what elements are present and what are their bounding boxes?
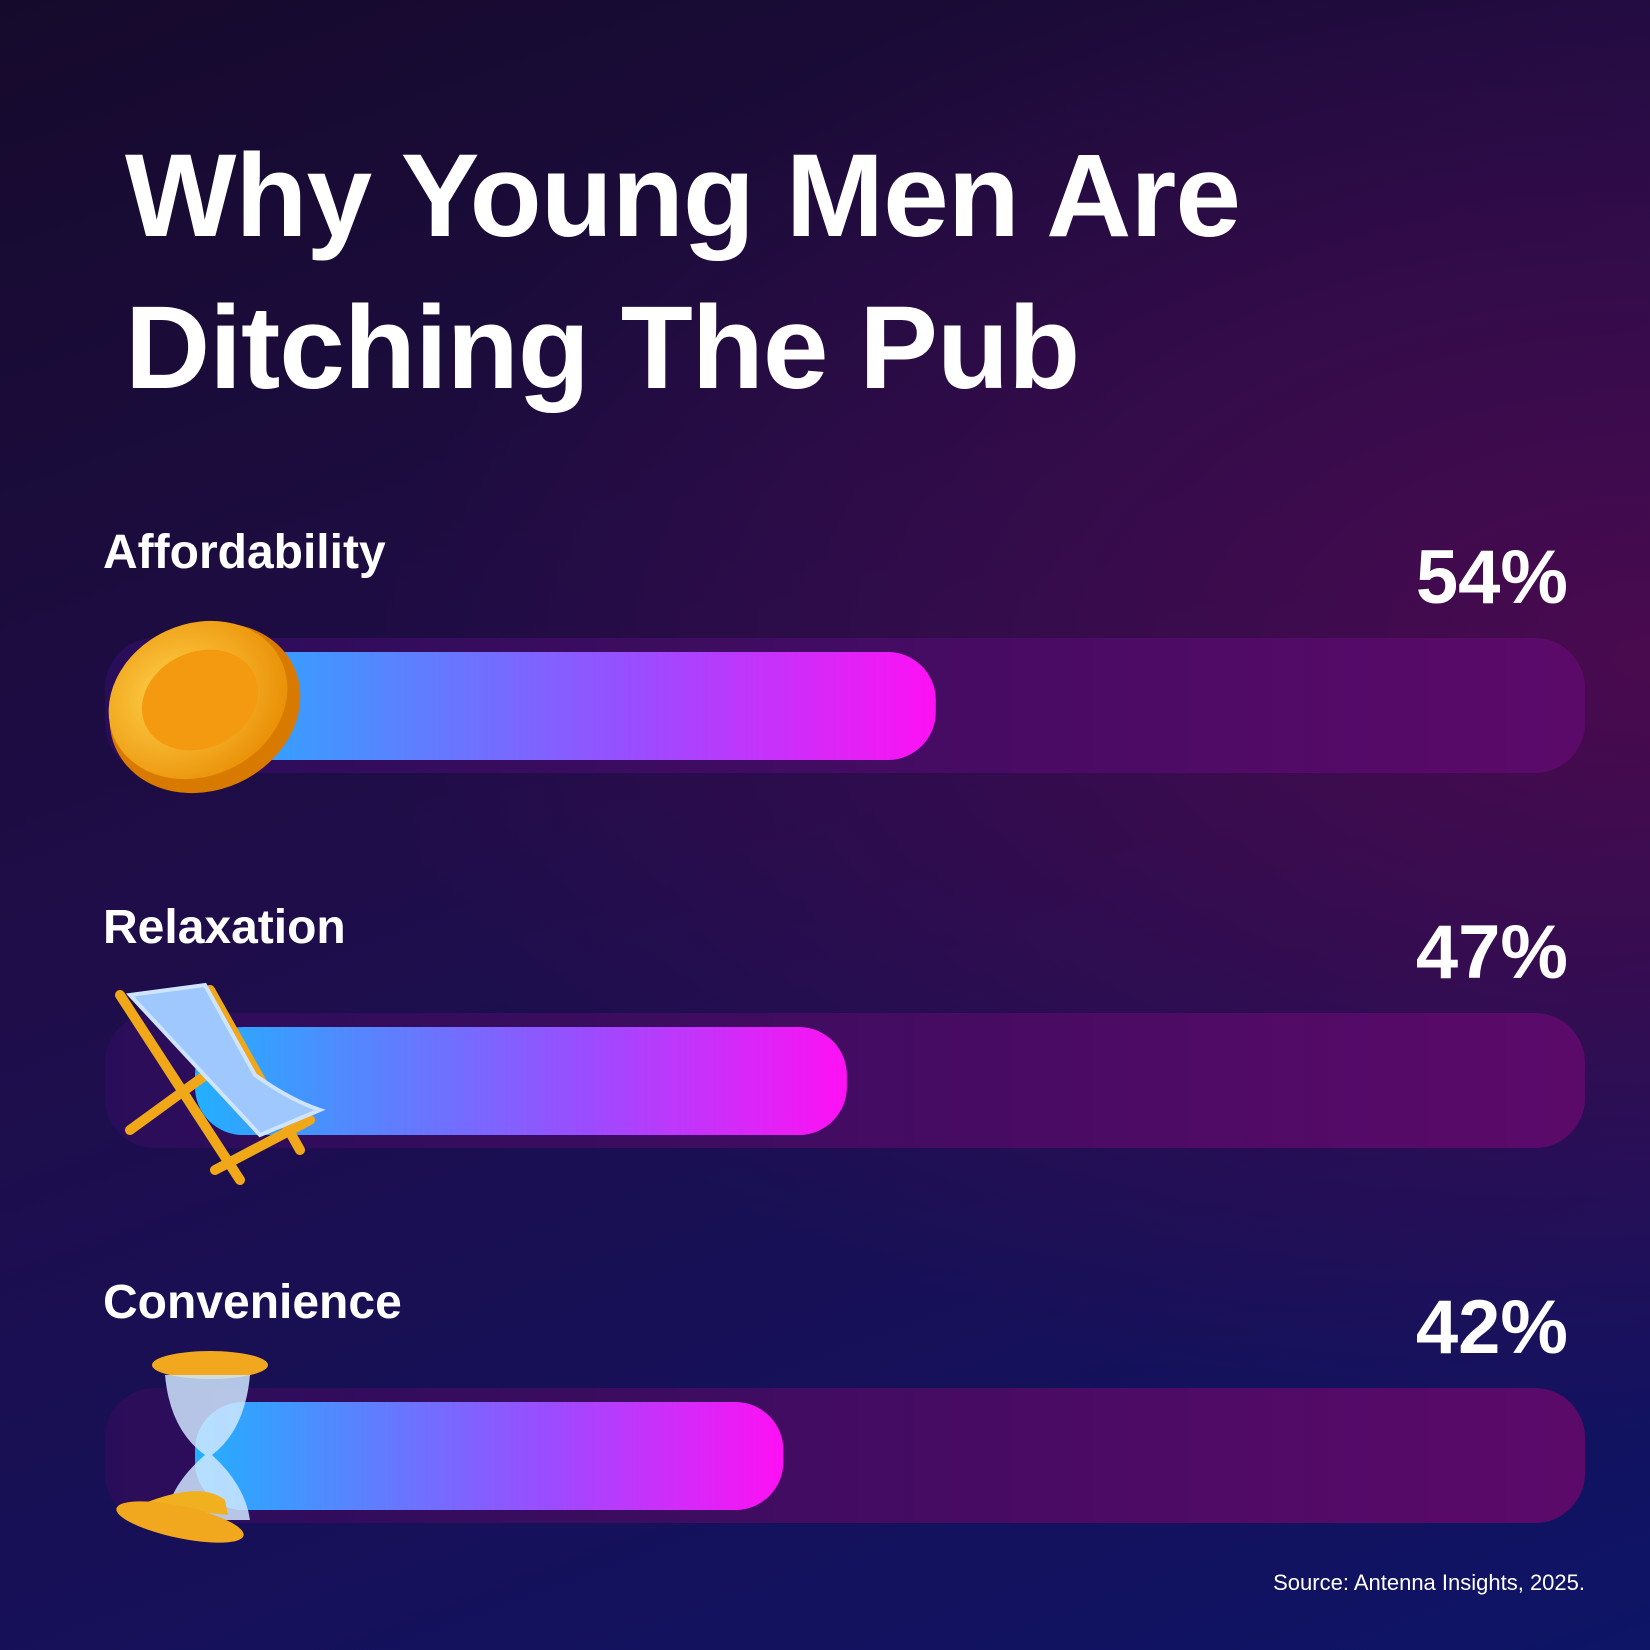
- value-label: 42%: [1416, 1285, 1568, 1370]
- chair-icon: [115, 982, 326, 1185]
- coin-icon: [108, 620, 301, 794]
- category-label: Relaxation: [103, 901, 346, 954]
- hourglass-icon: [116, 1351, 268, 1543]
- category-label: Affordability: [103, 526, 386, 579]
- chart-title: Why Young Men Are Ditching The Pub: [125, 130, 1241, 414]
- value-label: 54%: [1416, 535, 1568, 620]
- source-note: Source: Antenna Insights, 2025.: [1273, 1570, 1585, 1595]
- bar: [195, 652, 936, 760]
- bars: Affordability 54% Relaxation 47% Convenience…: [103, 526, 1585, 1523]
- bar: [195, 1402, 784, 1510]
- value-label: 47%: [1416, 910, 1568, 995]
- category-label: Convenience: [103, 1276, 402, 1329]
- bar: [195, 1027, 847, 1135]
